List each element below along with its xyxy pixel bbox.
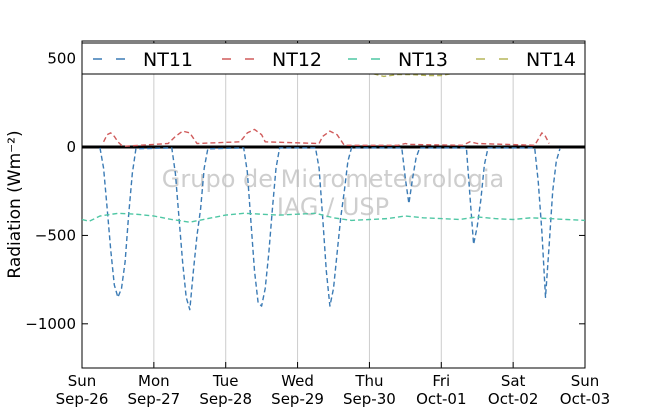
y-tick-label: −1000 xyxy=(25,315,76,333)
y-axis-label: Radiation (Wm⁻²) xyxy=(5,130,25,278)
x-tick-label-day: Mon xyxy=(138,372,170,390)
series-line-nt11 xyxy=(99,147,561,311)
watermark-line: Grupo de Micrometeorologia xyxy=(162,165,504,193)
legend-label-nt14: NT14 xyxy=(526,49,576,71)
watermark-line: IAG / USP xyxy=(277,193,389,221)
x-tick-label-day: Fri xyxy=(432,372,450,390)
y-tick-label: 500 xyxy=(47,50,76,68)
x-tick-label-day: Thu xyxy=(354,372,383,390)
x-tick-label-date: Oct-03 xyxy=(560,390,610,408)
y-tick-label: −500 xyxy=(35,226,76,244)
legend-label-nt12: NT12 xyxy=(272,49,322,71)
y-tick-label: 0 xyxy=(66,138,76,156)
x-tick-label-date: Sep-30 xyxy=(343,390,396,408)
x-tick-label-day: Sat xyxy=(501,372,526,390)
x-axis-ticks: SunSep-26MonSep-27TueSep-28WedSep-29ThuS… xyxy=(56,41,610,408)
series-line-nt12 xyxy=(102,128,550,147)
x-tick-label-date: Oct-02 xyxy=(488,390,538,408)
y-axis-ticks: 500 0 −500 −1000 xyxy=(25,50,585,333)
x-tick-label-date: Sep-26 xyxy=(56,390,109,408)
plot-frame xyxy=(81,40,586,369)
series-line-nt13 xyxy=(81,212,586,223)
x-tick-label-day: Wed xyxy=(281,372,314,390)
x-tick-label-date: Oct-01 xyxy=(416,390,466,408)
x-tick-label-day: Sun xyxy=(68,372,97,390)
x-tick-label-day: Tue xyxy=(212,372,239,390)
x-tick-label-date: Sep-29 xyxy=(271,390,324,408)
vertical-gridlines xyxy=(153,41,514,368)
x-tick-label-date: Sep-27 xyxy=(127,390,180,408)
legend-label-nt11: NT11 xyxy=(143,49,193,71)
x-tick-label-day: Sun xyxy=(571,372,600,390)
x-tick-label-date: Sep-28 xyxy=(199,390,252,408)
legend-label-nt13: NT13 xyxy=(398,49,448,71)
legend: NT11 NT12 NT13 NT14 xyxy=(81,42,586,75)
